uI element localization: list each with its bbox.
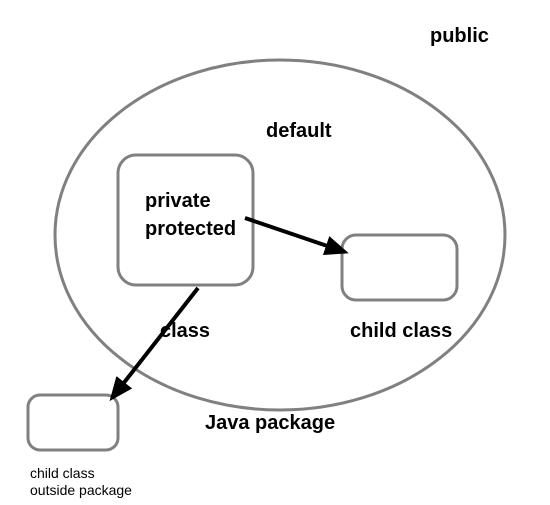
label-class: class xyxy=(160,320,210,343)
label-java-package: Java package xyxy=(205,412,335,435)
label-public: public xyxy=(430,25,489,48)
label-child-outside-1: child class xyxy=(30,465,95,481)
label-child-class: child class xyxy=(350,320,452,343)
arrow-0 xyxy=(245,218,345,252)
label-default: default xyxy=(266,120,332,143)
child-class-box xyxy=(342,235,457,300)
label-private: private xyxy=(145,190,211,213)
outside-box xyxy=(28,395,118,450)
label-protected: protected xyxy=(145,218,236,241)
label-child-outside-2: outside package xyxy=(30,482,132,498)
